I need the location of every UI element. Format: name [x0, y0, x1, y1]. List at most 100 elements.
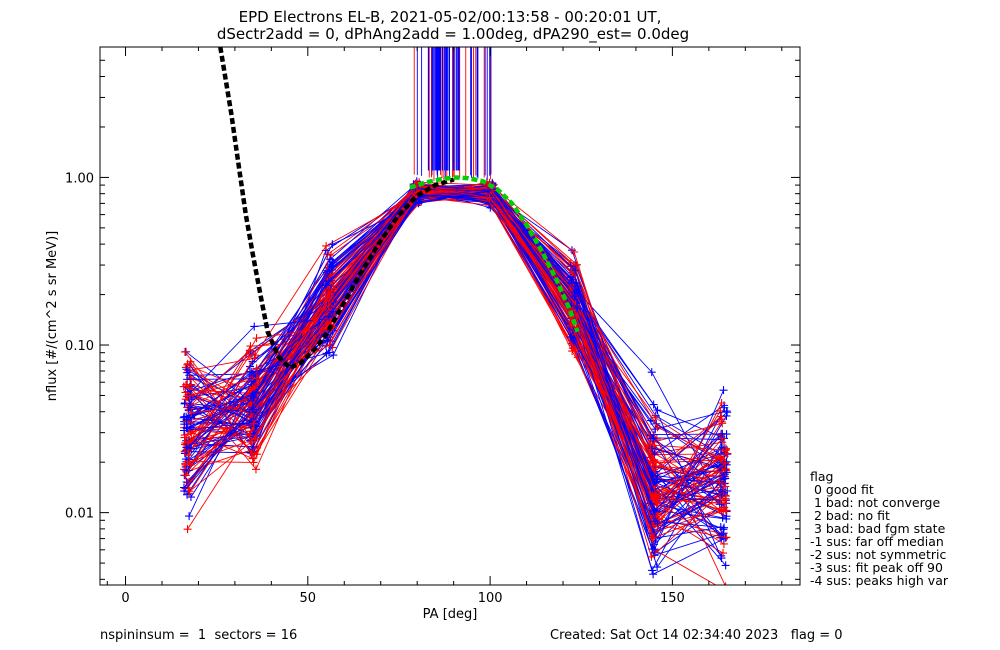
spin-profile-line	[186, 192, 724, 551]
legend-entry: -2 sus: not symmetric	[810, 547, 946, 562]
data-point-marker	[717, 487, 726, 496]
data-point-marker	[717, 554, 726, 563]
legend-entry: -4 sus: peaks high var	[810, 573, 949, 588]
legend: flag 0 good fit 1 bad: not converge 2 ba…	[810, 469, 949, 588]
data-point-marker	[722, 533, 731, 542]
spin-profile-line	[186, 189, 725, 534]
data-point-marker	[249, 419, 258, 428]
data-point-marker	[652, 501, 661, 510]
legend-entry: 1 bad: not converge	[810, 495, 940, 510]
data-point-marker	[715, 505, 724, 514]
data-point-marker	[184, 451, 193, 460]
x-tick-label: 0	[121, 591, 129, 606]
legend-entry: 0 good fit	[810, 482, 874, 497]
data-point-marker	[187, 408, 196, 417]
data-point-marker	[720, 499, 729, 508]
data-point-marker	[649, 533, 658, 542]
fit-curve-black	[218, 47, 455, 371]
data-point-marker	[652, 493, 661, 502]
y-tick-label: 0.01	[65, 507, 94, 522]
data-point-marker	[721, 561, 730, 570]
chart-title: EPD Electrons EL-B, 2021-05-02/00:13:58 …	[239, 8, 662, 26]
data-point-marker	[252, 334, 261, 343]
data-point-marker	[651, 413, 660, 422]
data-point-marker	[187, 381, 196, 390]
data-point-marker	[179, 426, 188, 435]
spin-profile-line	[183, 188, 723, 525]
data-point-marker	[647, 552, 656, 561]
data-point-marker	[647, 534, 656, 543]
data-point-marker	[647, 368, 656, 377]
data-point-marker	[251, 465, 260, 474]
x-tick-label: 50	[300, 591, 317, 606]
data-point-marker	[249, 393, 258, 402]
data-point-marker	[573, 282, 582, 291]
y-axis-label: nflux [#/(cm^2 s sr MeV)]	[45, 231, 60, 401]
data-point-marker	[252, 374, 261, 383]
data-point-marker	[722, 445, 731, 454]
data-point-marker	[646, 440, 655, 449]
data-point-marker	[569, 334, 578, 343]
data-point-marker	[720, 523, 729, 532]
data-point-marker	[180, 487, 189, 496]
data-point-marker	[182, 416, 191, 425]
chart-subtitle: dSectr2add = 0, dPhAng2add = 1.00deg, dP…	[217, 25, 689, 44]
footer-left: nspininsum = 1 sectors = 16	[100, 628, 297, 643]
data-point-marker	[180, 447, 189, 456]
data-point-marker	[718, 429, 727, 438]
data-point-marker	[183, 437, 192, 446]
legend-entry: -3 sus: fit peak off 90	[810, 560, 943, 575]
x-tick-label: 100	[478, 591, 503, 606]
data-point-marker	[571, 345, 580, 354]
data-point-marker	[182, 443, 191, 452]
data-point-marker	[186, 403, 195, 412]
data-point-marker	[246, 409, 255, 418]
data-point-marker	[485, 193, 494, 202]
spin-profile-line	[189, 192, 720, 484]
fit-curve-green	[409, 175, 580, 333]
data-point-marker	[715, 478, 724, 487]
data-point-marker	[250, 322, 259, 331]
data-point-marker	[323, 336, 332, 345]
x-tick-label: 150	[660, 591, 685, 606]
spin-profile-line	[189, 185, 722, 507]
plot-frame	[99, 46, 801, 586]
spin-profile-line	[190, 186, 726, 470]
data-point-marker	[180, 347, 189, 356]
data-point-marker	[181, 388, 190, 397]
data-point-marker	[179, 382, 188, 391]
data-point-marker	[181, 460, 190, 469]
data-point-marker	[251, 351, 260, 360]
legend-entry: 3 bad: bad fgm state	[810, 521, 946, 536]
legend-entry: 2 bad: no fit	[810, 508, 890, 523]
data-point-marker	[322, 241, 331, 250]
data-point-marker	[651, 461, 660, 470]
data-point-marker	[718, 419, 727, 428]
data-point-marker	[716, 477, 725, 486]
data-point-marker	[187, 429, 196, 438]
data-point-marker	[653, 563, 662, 572]
data-point-marker	[324, 301, 333, 310]
data-point-marker	[181, 471, 190, 480]
data-point-marker	[725, 582, 727, 585]
axes-layer: 0 50 100 150 0.01 0.10 1.00	[65, 46, 800, 606]
legend-title: flag	[810, 469, 833, 484]
data-point-marker	[572, 304, 581, 313]
data-point-marker	[414, 199, 423, 208]
spin-profile-line	[185, 181, 723, 517]
data-point-marker	[723, 449, 732, 458]
y-tick-label: 0.10	[65, 339, 94, 354]
data-point-marker	[721, 482, 730, 491]
data-point-marker	[327, 251, 336, 260]
x-axis-label: PA [deg]	[423, 607, 478, 622]
data-point-marker	[187, 444, 196, 453]
data-point-marker	[328, 240, 337, 249]
data-point-marker	[183, 525, 192, 534]
data-point-marker	[719, 549, 728, 558]
data-point-marker	[719, 386, 728, 395]
footer-right: Created: Sat Oct 14 02:34:40 2023 flag =…	[550, 628, 843, 643]
y-tick-label: 1.00	[65, 171, 94, 186]
spin-profile-line	[191, 188, 722, 455]
data-point-marker	[322, 279, 331, 288]
